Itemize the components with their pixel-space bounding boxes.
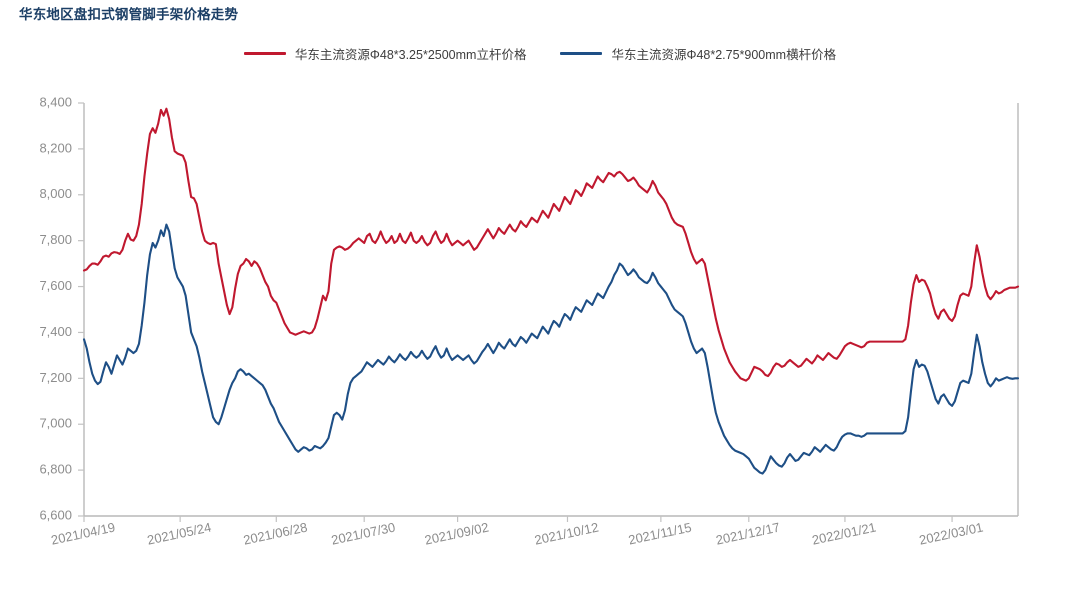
x-axis-tick-label: 2022/03/01 xyxy=(918,519,985,547)
x-axis-tick-label: 2021/10/12 xyxy=(533,519,600,547)
y-axis-tick-label: 7,200 xyxy=(39,370,72,385)
y-axis-tick-label: 7,400 xyxy=(39,324,72,339)
legend-item-lizhu[interactable]: 华东主流资源Φ48*3.25*2500mm立杆价格 xyxy=(243,44,527,63)
x-axis-tick-label: 2021/09/02 xyxy=(423,519,490,547)
legend-swatch-lizhu-icon xyxy=(243,51,286,56)
legend-label-lizhu: 华东主流资源Φ48*3.25*2500mm立杆价格 xyxy=(294,48,527,62)
x-axis-tick-label: 2021/12/17 xyxy=(714,519,781,547)
y-axis-tick-label: 8,400 xyxy=(39,94,72,109)
x-axis: 2021/04/19 2021/05/24 2021/06/28 2021/07/30… xyxy=(50,103,1019,548)
legend-item-henggan[interactable]: 华东主流资源Φ48*2.75*900mm横杆价格 xyxy=(560,44,836,63)
series-lines xyxy=(82,107,1020,475)
y-axis-tick-label: 7,000 xyxy=(39,416,72,431)
page-title: 华东地区盘扣式钢管脚手架价格走势 xyxy=(19,7,239,22)
x-axis-tick-label: 2021/06/28 xyxy=(242,519,309,547)
x-axis-tick-label: 2021/11/15 xyxy=(627,520,693,548)
x-axis-tick-label: 2021/05/24 xyxy=(146,519,213,547)
y-axis-tick-label: 7,600 xyxy=(39,278,72,293)
x-axis-tick-label: 2022/01/21 xyxy=(811,519,878,547)
chart-legend: 华东主流资源Φ48*3.25*2500mm立杆价格 华东主流资源Φ48*2.75… xyxy=(0,44,1080,63)
legend-swatch-henggan-icon xyxy=(560,51,603,56)
y-axis: 8,400 8,200 8,000 7,800 7,600 7,400 7,200 7,000… xyxy=(39,94,85,522)
series-line xyxy=(82,223,1020,475)
y-axis-tick-label: 6,800 xyxy=(39,462,72,477)
y-axis-tick-label: 6,600 xyxy=(39,507,72,522)
y-axis-tick-label: 8,200 xyxy=(39,140,72,155)
x-axis-tick-label: 2021/07/30 xyxy=(330,519,397,547)
y-axis-tick-label: 7,800 xyxy=(39,232,72,247)
series-line xyxy=(82,107,1020,382)
legend-label-henggan: 华东主流资源Φ48*2.75*900mm横杆价格 xyxy=(611,48,837,62)
x-axis-tick-label: 2021/04/19 xyxy=(50,519,117,547)
y-axis-tick-label: 8,000 xyxy=(39,186,72,201)
